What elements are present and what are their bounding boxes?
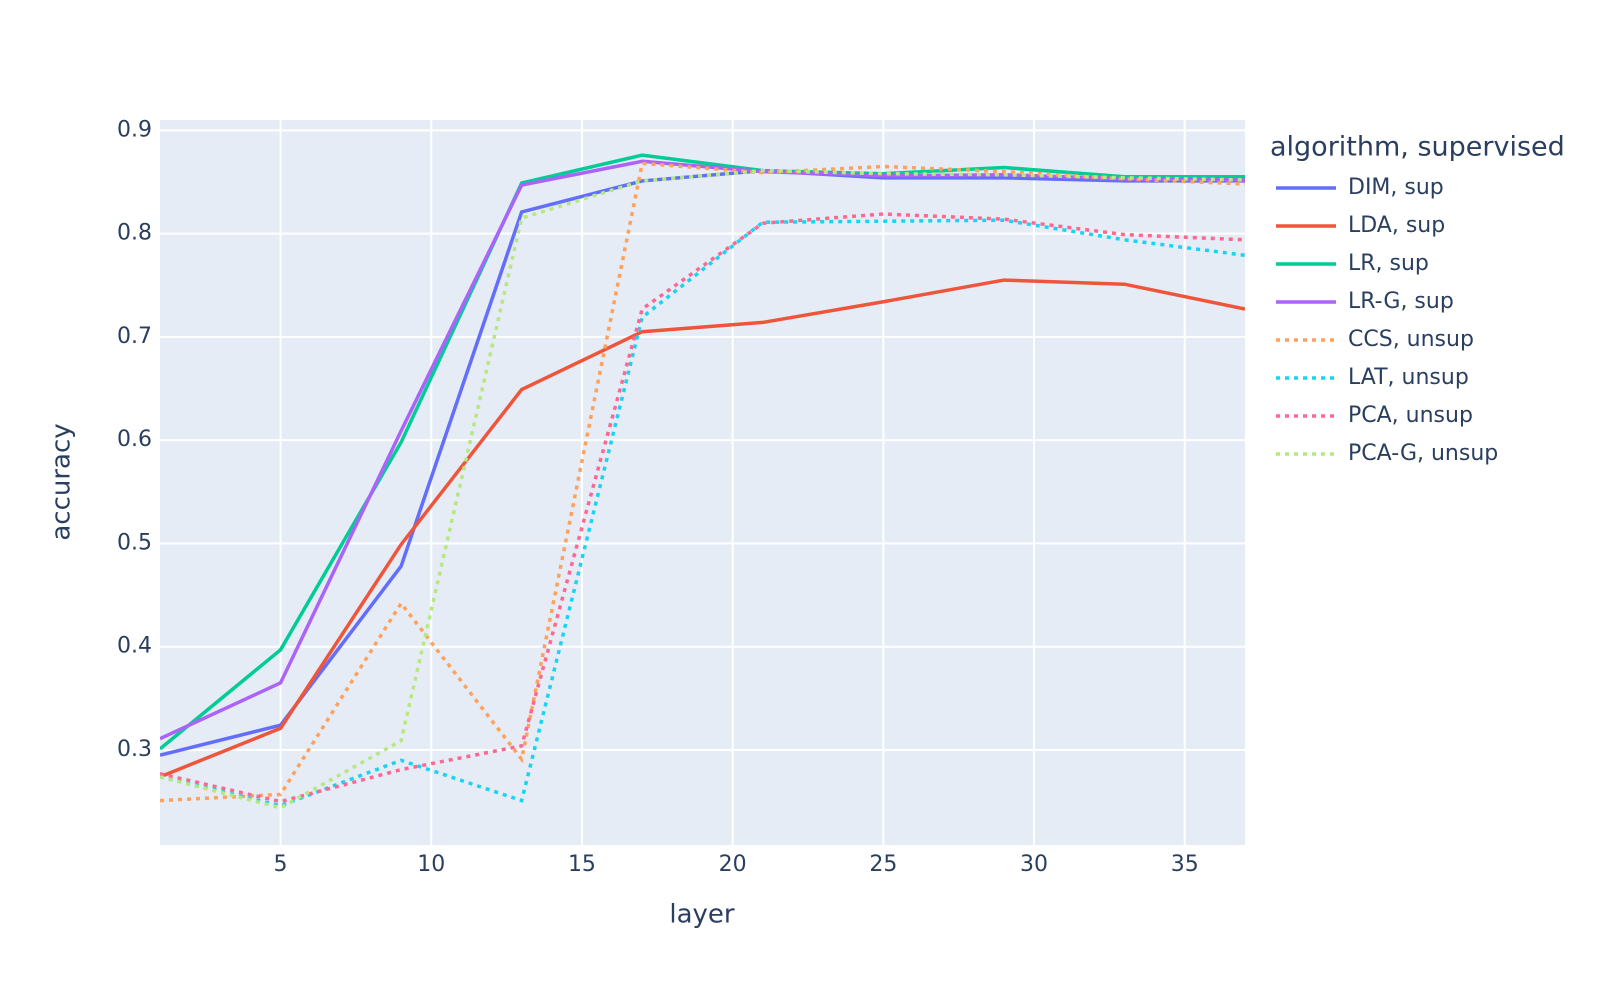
- x-tick-label: 5: [274, 852, 288, 877]
- x-tick-label: 10: [417, 852, 445, 877]
- y-tick-label: 0.8: [117, 221, 152, 246]
- y-tick-label: 0.5: [117, 530, 152, 555]
- series-line: [160, 168, 1245, 757]
- legend-label: LAT, unsup: [1348, 365, 1469, 390]
- series-line: [160, 278, 1245, 779]
- x-tick-label: 25: [869, 852, 897, 877]
- legend-label: PCA, unsup: [1348, 403, 1473, 428]
- legend-title: algorithm, supervised: [1270, 132, 1565, 163]
- legend-label: PCA-G, unsup: [1348, 441, 1498, 466]
- y-axis-title: accuracy: [47, 423, 77, 540]
- y-tick-label: 0.3: [117, 737, 152, 762]
- x-tick-label: 20: [719, 852, 747, 877]
- x-tick-label: 35: [1171, 852, 1199, 877]
- y-tick-label: 0.6: [117, 427, 152, 452]
- series-line: [160, 218, 1245, 808]
- x-tick-label: 15: [568, 852, 596, 877]
- y-tick-label: 0.7: [117, 324, 152, 349]
- y-tick-label: 0.9: [117, 117, 152, 142]
- legend-label: DIM, sup: [1348, 175, 1444, 200]
- legend-label: LR-G, sup: [1348, 289, 1454, 314]
- series-line: [160, 153, 1245, 751]
- plot-area: [160, 120, 1245, 845]
- legend-label: CCS, unsup: [1348, 327, 1474, 352]
- legend-label: LDA, sup: [1348, 213, 1445, 238]
- x-axis-title: layer: [669, 900, 735, 930]
- legend-label: LR, sup: [1348, 251, 1429, 276]
- x-tick-label: 30: [1020, 852, 1048, 877]
- y-tick-label: 0.4: [117, 634, 152, 659]
- series-line: [160, 159, 1245, 741]
